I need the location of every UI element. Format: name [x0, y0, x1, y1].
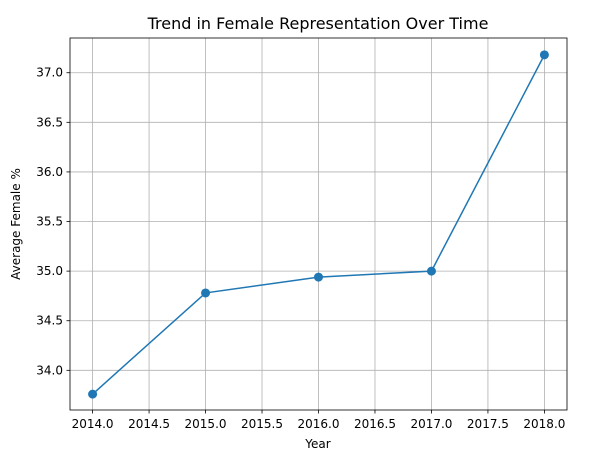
data-point [201, 288, 211, 298]
y-tick-label: 36.0 [36, 165, 63, 179]
x-tick-label: 2016.5 [354, 417, 396, 431]
y-axis-label: Average Female % [9, 168, 23, 280]
x-tick-label: 2018.0 [523, 417, 565, 431]
chart-title: Trend in Female Representation Over Time [147, 14, 489, 33]
x-tick-label: 2017.5 [467, 417, 509, 431]
axes: 2014.0 2014.5 2015.0 2015.5 2016.0 2016.5 2017… [36, 37, 568, 431]
x-tick-label: 2015.5 [241, 417, 283, 431]
x-tick-label: 2017.0 [410, 417, 452, 431]
y-tick-label: 35.0 [36, 264, 63, 278]
x-tick-label: 2016.0 [298, 417, 340, 431]
y-tick-label: 37.0 [36, 66, 63, 80]
x-tick-label: 2014.0 [72, 417, 114, 431]
x-tick-label: 2014.5 [128, 417, 170, 431]
x-axis-label: Year [304, 437, 330, 451]
data-point [539, 50, 549, 60]
y-tick-label: 35.5 [36, 215, 63, 229]
y-tick-label: 36.5 [36, 115, 63, 129]
data-point [314, 272, 323, 282]
grid [70, 38, 567, 410]
plot-frame [69, 37, 568, 411]
data-point [88, 389, 98, 399]
data-series [88, 50, 549, 399]
y-tick-label: 34.0 [36, 363, 63, 377]
data-point [426, 266, 436, 276]
x-tick-label: 2015.0 [185, 417, 227, 431]
y-tick-label: 34.5 [36, 314, 63, 328]
